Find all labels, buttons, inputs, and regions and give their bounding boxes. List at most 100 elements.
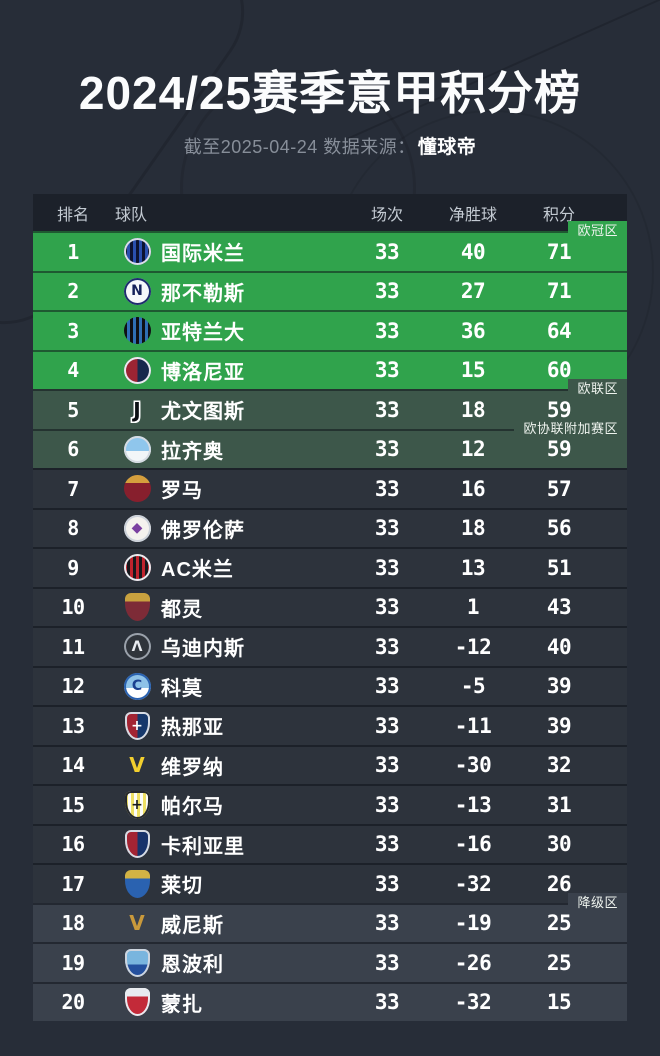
table-body: 1 国际米兰 33 40 71 2 N 那不勒斯 33 27 71 3 亚特兰大 33 36 64 4 博洛尼亚 3… — [33, 231, 627, 1021]
team-crest-icon — [124, 988, 150, 1017]
points: 26 — [546, 871, 572, 896]
table-row: 10 都灵 33 1 43 — [33, 586, 627, 626]
goal-difference: -13 — [454, 792, 492, 817]
table-row: 20 蒙扎 33 -32 15 — [33, 981, 627, 1021]
zone-label-uel: 欧联区 — [568, 379, 627, 399]
team-name: 维罗纳 — [161, 756, 224, 779]
table-row: 1 国际米兰 33 40 71 — [33, 231, 627, 271]
points: 43 — [546, 595, 572, 620]
points: 39 — [546, 713, 572, 738]
table-row: 17 莱切 33 -32 26 — [33, 863, 627, 903]
crest-glyph: N — [131, 283, 143, 300]
team-name: 恩波利 — [161, 954, 224, 977]
points: 64 — [546, 318, 572, 343]
col-header-team: 球队 — [115, 206, 148, 224]
team-crest-icon — [123, 435, 151, 463]
team-logo-cell — [113, 554, 161, 582]
rank-value: 5 — [67, 397, 79, 422]
team-name: 尤文图斯 — [161, 401, 245, 424]
points: 31 — [546, 792, 572, 817]
team-crest-icon — [123, 554, 151, 582]
points: 59 — [546, 397, 572, 422]
rank-value: 14 — [61, 753, 85, 778]
rank-value: 19 — [61, 950, 85, 975]
team-logo-cell: J — [113, 396, 161, 423]
as-of-and-source-label: 截至2025-04-24 数据来源： — [183, 137, 416, 157]
matches-played: 33 — [374, 279, 400, 304]
team-name: 科莫 — [161, 677, 203, 700]
team-logo-cell — [113, 435, 161, 463]
zone-label-uecl: 欧协联附加赛区 — [514, 418, 627, 439]
rank-value: 13 — [61, 713, 85, 738]
team-logo-cell — [113, 238, 161, 266]
matches-played: 33 — [374, 832, 400, 857]
table-row: 13 + 热那亚 33 -11 39 — [33, 705, 627, 745]
col-header-points: 积分 — [542, 206, 575, 224]
team-logo-cell — [113, 317, 161, 345]
rank-value: 6 — [67, 437, 79, 462]
col-header-goal-difference: 净胜球 — [448, 206, 497, 224]
team-name: 卡利亚里 — [161, 835, 245, 858]
points: 32 — [546, 753, 572, 778]
team-logo-cell — [113, 948, 161, 977]
points: 15 — [546, 990, 572, 1015]
goal-difference: -12 — [454, 634, 492, 659]
points: 39 — [546, 674, 572, 699]
team-crest-icon — [124, 830, 150, 859]
team-logo-cell: + — [113, 790, 161, 819]
team-name: 都灵 — [161, 598, 203, 621]
table-header-row: 排名 球队 场次 净胜球 积分 — [33, 194, 627, 231]
team-name: 博洛尼亚 — [161, 361, 245, 384]
team-crest-icon: + — [124, 711, 150, 740]
team-crest-icon — [123, 238, 151, 266]
points: 59 — [546, 437, 572, 462]
goal-difference: -19 — [454, 911, 492, 936]
rank-value: 9 — [67, 555, 79, 580]
rank-value: 12 — [61, 674, 85, 699]
table-row: 6 拉齐奥 33 12 59 — [33, 428, 627, 468]
crest-glyph: V — [129, 753, 145, 778]
team-name: 热那亚 — [161, 717, 224, 740]
table-row: 4 博洛尼亚 33 15 60 — [33, 349, 627, 389]
matches-played: 33 — [374, 950, 400, 975]
points: 40 — [546, 634, 572, 659]
data-source-name: 懂球帝 — [417, 137, 477, 158]
table-row: 16 卡利亚里 33 -16 30 — [33, 823, 627, 863]
matches-played: 33 — [374, 753, 400, 778]
team-logo-cell: ◆ — [113, 514, 161, 542]
rank-value: 2 — [67, 279, 79, 304]
team-crest-icon: C — [123, 672, 151, 700]
goal-difference: -30 — [454, 753, 492, 778]
crest-glyph: ◆ — [131, 520, 143, 537]
points: 30 — [546, 832, 572, 857]
points: 25 — [546, 950, 572, 975]
team-crest-icon — [123, 356, 151, 384]
table-row: 8 ◆ 佛罗伦萨 33 18 56 — [33, 507, 627, 547]
rank-value: 17 — [61, 871, 85, 896]
matches-played: 33 — [374, 397, 400, 422]
matches-played: 33 — [374, 792, 400, 817]
goal-difference: 15 — [460, 358, 486, 383]
team-crest-icon — [123, 475, 151, 503]
team-name: 乌迪内斯 — [161, 638, 245, 661]
rank-value: 20 — [61, 990, 85, 1015]
matches-played: 33 — [374, 990, 400, 1015]
goal-difference: 13 — [460, 555, 486, 580]
team-crest-icon — [123, 317, 151, 345]
matches-played: 33 — [374, 358, 400, 383]
subtitle: 截至2025-04-24 数据来源： 懂球帝 — [0, 132, 660, 159]
points: 25 — [546, 911, 572, 936]
table-row: 7 罗马 33 16 57 — [33, 468, 627, 508]
points: 57 — [546, 476, 572, 501]
rank-value: 11 — [61, 634, 85, 659]
rank-value: 4 — [67, 358, 79, 383]
matches-played: 33 — [374, 595, 400, 620]
table-row: 14 V 维罗纳 33 -30 32 — [33, 744, 627, 784]
crest-glyph: C — [131, 678, 143, 695]
table-row: 11 Λ 乌迪内斯 33 -12 40 — [33, 626, 627, 666]
table-row: 9 AC米兰 33 13 51 — [33, 547, 627, 587]
goal-difference: 16 — [460, 476, 486, 501]
team-crest-icon: V — [124, 910, 151, 937]
team-name: AC米兰 — [161, 559, 234, 582]
goal-difference: 40 — [460, 239, 486, 264]
